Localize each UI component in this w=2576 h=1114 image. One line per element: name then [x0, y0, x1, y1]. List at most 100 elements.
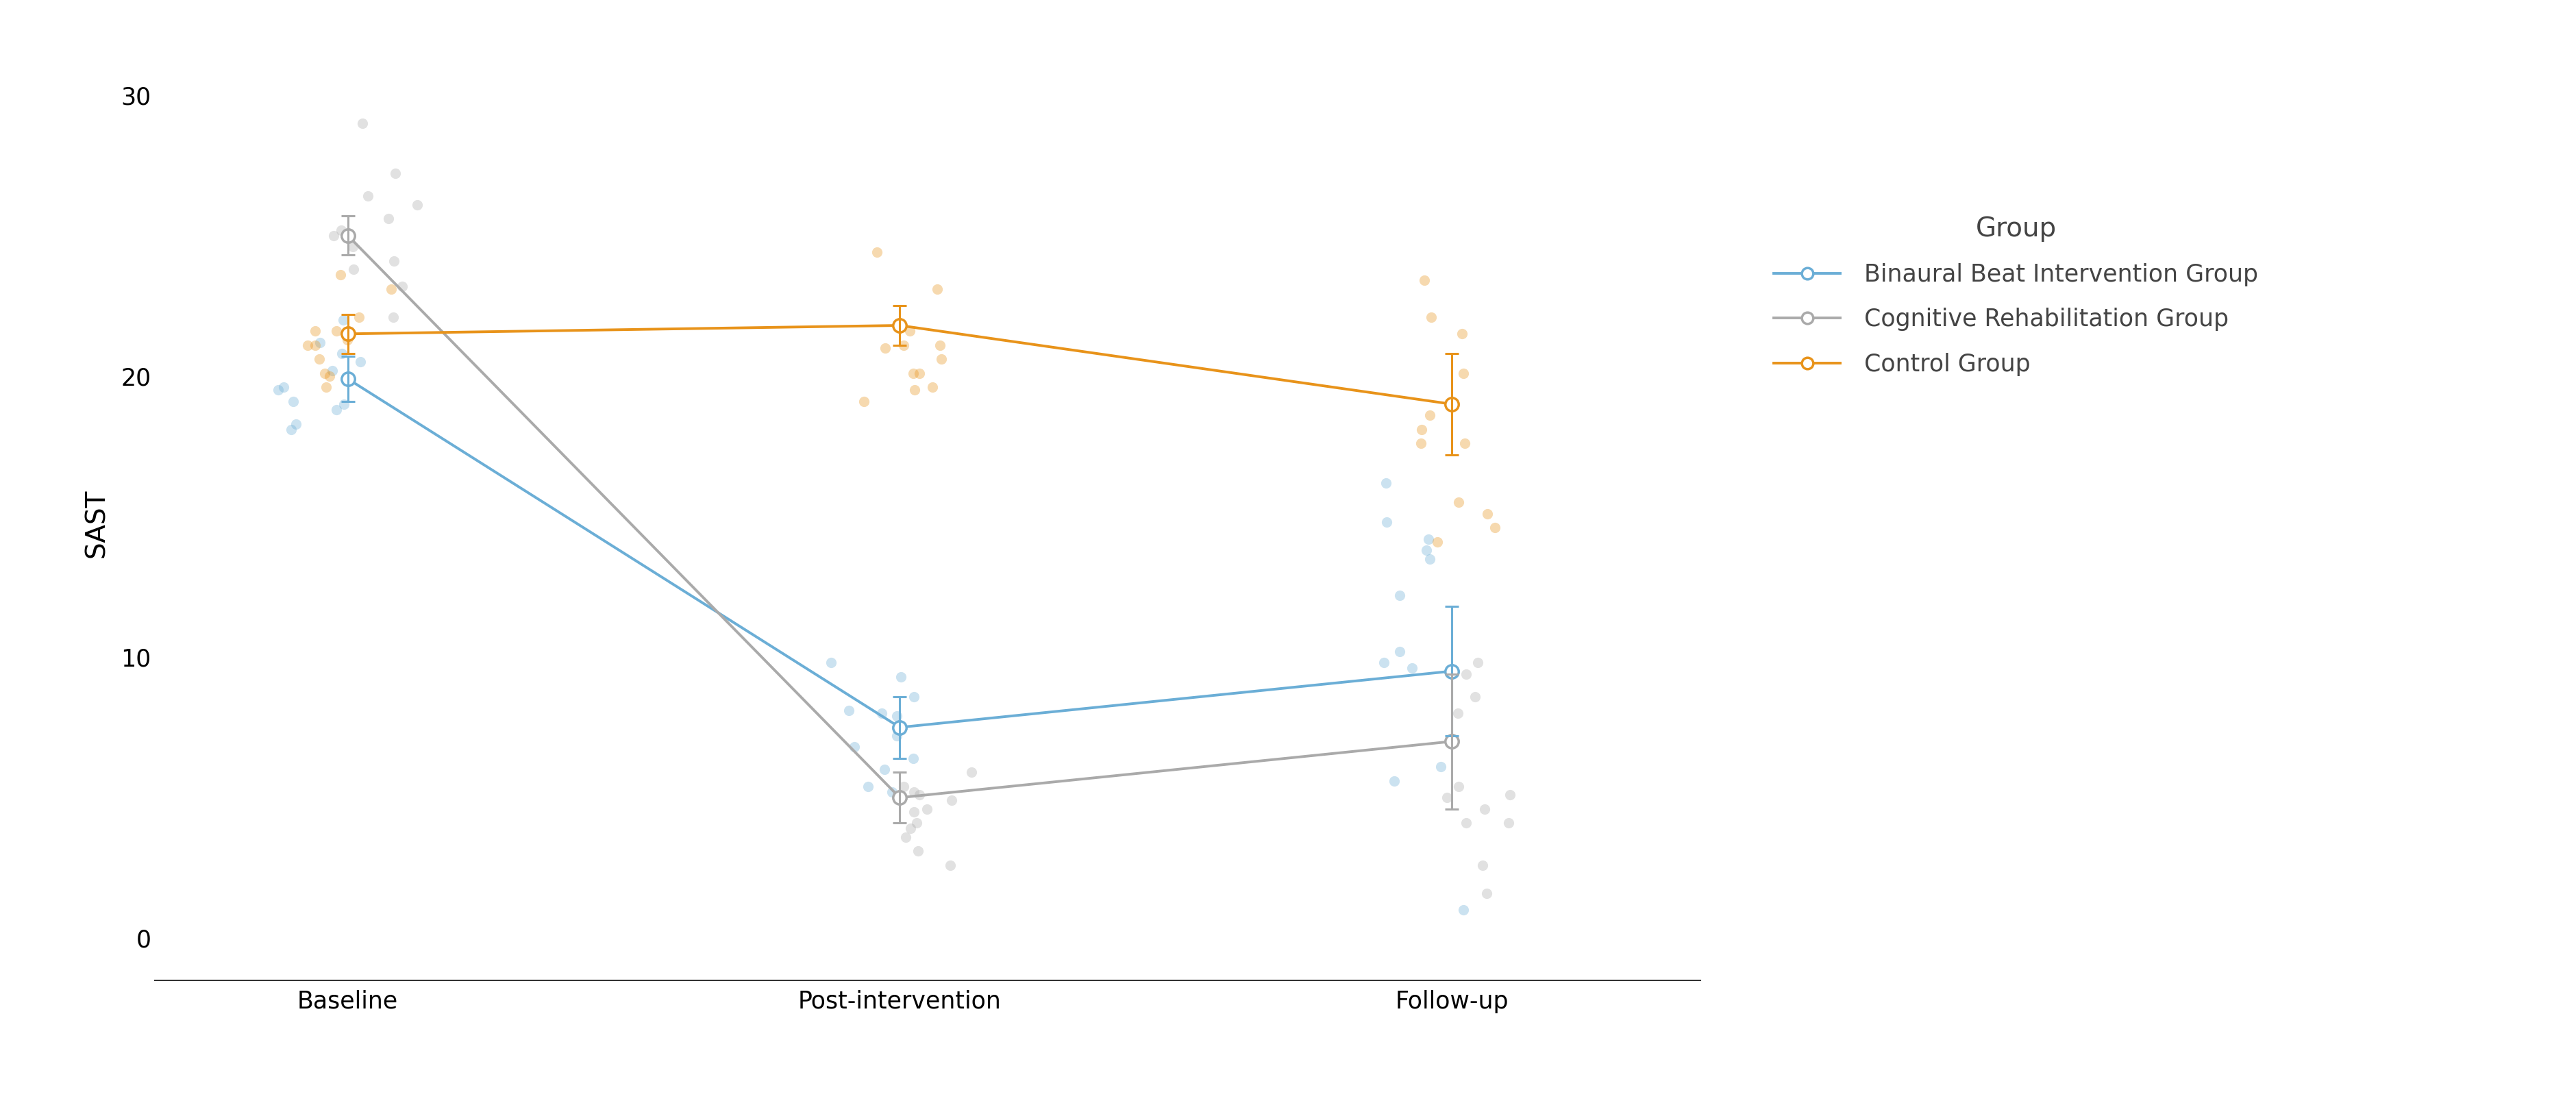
- Point: [920, 336, 961, 354]
- Point: [1466, 885, 1507, 902]
- Point: [322, 344, 363, 362]
- Point: [327, 331, 368, 349]
- Point: [374, 309, 415, 326]
- Point: [1427, 789, 1468, 807]
- Point: [294, 336, 335, 354]
- Point: [1443, 901, 1484, 919]
- Point: [1463, 857, 1504, 874]
- Point: [889, 322, 930, 340]
- Point: [930, 792, 971, 810]
- Point: [325, 395, 366, 413]
- Point: [884, 778, 925, 795]
- Point: [376, 165, 417, 183]
- Point: [811, 654, 853, 672]
- Point: [871, 783, 912, 801]
- Point: [1401, 420, 1443, 438]
- Point: [899, 785, 940, 803]
- Point: [1378, 586, 1419, 604]
- Point: [894, 687, 935, 705]
- Point: [894, 750, 935, 768]
- Point: [1378, 643, 1419, 661]
- Point: [397, 196, 438, 214]
- Point: [1489, 814, 1530, 832]
- Point: [1489, 785, 1530, 803]
- Point: [319, 221, 361, 238]
- Point: [1409, 530, 1450, 548]
- Point: [896, 842, 938, 860]
- Point: [884, 336, 925, 354]
- Point: [1443, 325, 1484, 343]
- Point: [263, 379, 304, 397]
- Point: [332, 261, 374, 278]
- Point: [835, 739, 876, 756]
- Point: [1412, 309, 1453, 326]
- Point: [876, 707, 917, 725]
- Point: [917, 280, 958, 297]
- Point: [1443, 364, 1484, 382]
- Point: [258, 381, 299, 399]
- Point: [848, 778, 889, 795]
- Point: [860, 704, 902, 722]
- Point: [317, 322, 358, 340]
- Point: [1455, 687, 1497, 705]
- Point: [304, 364, 345, 382]
- Point: [1473, 519, 1515, 537]
- Point: [912, 379, 953, 397]
- Point: [381, 277, 422, 295]
- Point: [1466, 505, 1507, 522]
- Point: [920, 350, 961, 368]
- Point: [1363, 654, 1404, 672]
- Point: [1391, 659, 1432, 677]
- Point: [299, 350, 340, 368]
- Point: [1437, 778, 1479, 795]
- Point: [1365, 473, 1406, 491]
- Point: [1458, 654, 1499, 672]
- Y-axis label: SAST: SAST: [82, 489, 111, 558]
- Point: [270, 420, 312, 438]
- Point: [894, 783, 935, 801]
- Point: [876, 726, 917, 744]
- Point: [1437, 494, 1479, 511]
- Point: [1406, 541, 1448, 559]
- Point: [829, 702, 871, 720]
- Point: [951, 763, 992, 781]
- Point: [343, 114, 384, 131]
- Point: [276, 414, 317, 432]
- Point: [899, 364, 940, 382]
- Point: [1437, 704, 1479, 722]
- Point: [312, 226, 353, 244]
- Point: [1445, 814, 1486, 832]
- Point: [894, 364, 935, 382]
- Point: [1417, 532, 1458, 550]
- Point: [273, 392, 314, 410]
- Point: [894, 381, 935, 399]
- Point: [842, 392, 884, 410]
- Point: [337, 309, 379, 326]
- Point: [1409, 407, 1450, 424]
- Point: [866, 339, 907, 356]
- Point: [374, 252, 415, 270]
- Point: [348, 187, 389, 205]
- Point: [855, 244, 896, 262]
- Point: [863, 761, 904, 779]
- Point: [894, 803, 935, 821]
- Point: [881, 668, 922, 686]
- Legend: Binaural Beat Intervention Group, Cognitive Rehabilitation Group, Control Group: Binaural Beat Intervention Group, Cognit…: [1775, 216, 2259, 375]
- Point: [332, 237, 374, 255]
- Point: [307, 379, 348, 397]
- Point: [368, 209, 410, 227]
- Point: [1373, 772, 1414, 790]
- Point: [317, 401, 358, 419]
- Point: [889, 820, 930, 838]
- Point: [1463, 800, 1504, 818]
- Point: [1409, 550, 1450, 568]
- Point: [1445, 665, 1486, 683]
- Point: [1365, 514, 1406, 531]
- Point: [886, 828, 927, 846]
- Point: [299, 333, 340, 351]
- Point: [371, 280, 412, 297]
- Point: [1404, 272, 1445, 290]
- Point: [322, 311, 363, 329]
- Point: [1401, 434, 1443, 452]
- Point: [1419, 758, 1461, 775]
